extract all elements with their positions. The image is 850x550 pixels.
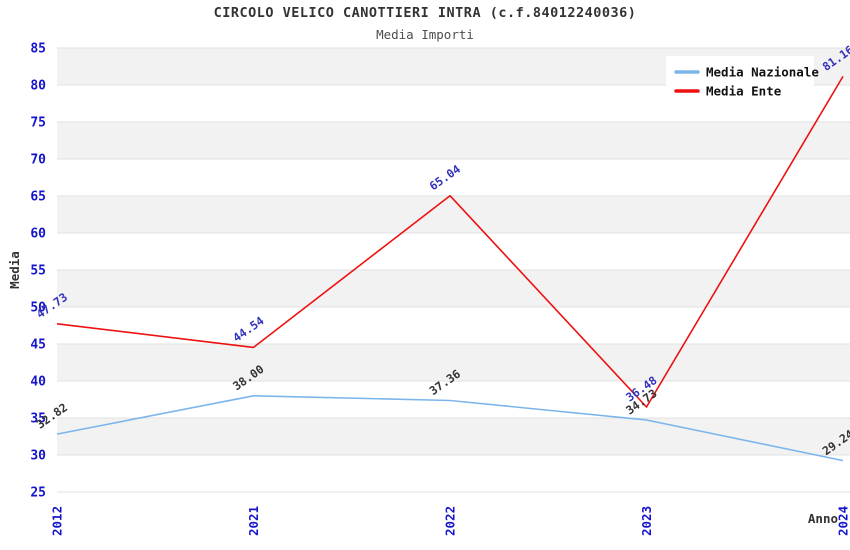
x-axis-title: Anno [808, 511, 838, 526]
plot-band [57, 381, 850, 418]
legend-label: Media Ente [706, 84, 782, 99]
plot-band [57, 122, 850, 159]
plot-band [57, 196, 850, 233]
x-tick-label: 2023 [639, 506, 654, 536]
y-tick-label: 55 [30, 264, 46, 279]
x-tick-label: 2021 [246, 506, 261, 536]
y-tick-label: 25 [30, 486, 46, 501]
plot-band [57, 418, 850, 455]
plot-band [57, 270, 850, 307]
y-tick-label: 30 [30, 449, 46, 464]
y-axis-title: Media [7, 251, 22, 289]
x-tick-label: 2012 [50, 506, 65, 536]
plot-band [57, 307, 850, 344]
y-tick-label: 65 [30, 190, 46, 205]
plot-band [57, 344, 850, 381]
chart-subtitle: Media Importi [376, 27, 474, 42]
plot-band [57, 455, 850, 492]
y-tick-label: 70 [30, 153, 46, 168]
plot-band [57, 159, 850, 196]
y-tick-label: 50 [30, 301, 46, 316]
y-tick-label: 80 [30, 79, 46, 94]
y-tick-label: 35 [30, 412, 46, 427]
series-line-media-nazionale [56, 394, 844, 462]
y-tick-label: 75 [30, 116, 46, 131]
x-tick-label: 2022 [443, 506, 458, 536]
y-tick-label: 85 [30, 42, 46, 57]
legend-label: Media Nazionale [706, 65, 819, 80]
y-tick-label: 45 [30, 338, 46, 353]
y-tick-label: 40 [30, 375, 46, 390]
series-line-media-ente [56, 75, 844, 408]
legend-box [666, 56, 814, 104]
y-tick-label: 60 [30, 227, 46, 242]
x-tick-label: 2024 [836, 506, 850, 536]
plot-band [57, 233, 850, 270]
chart-title: CIRCOLO VELICO CANOTTIERI INTRA (c.f.840… [213, 5, 637, 21]
